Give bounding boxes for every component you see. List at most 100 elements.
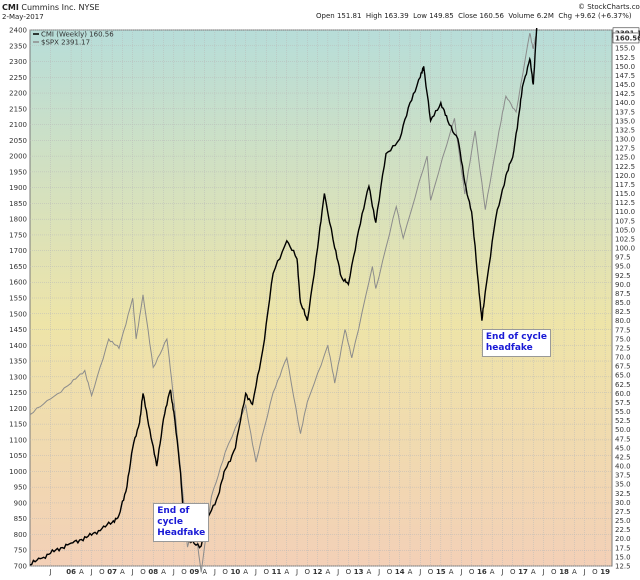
right-tick-label: 107.5: [615, 217, 635, 225]
high-label: High: [365, 12, 382, 20]
right-tick-label: 92.5: [615, 272, 631, 280]
right-tick-label: 72.5: [615, 344, 631, 352]
left-tick-label: 2000: [9, 153, 27, 161]
chg-label: Chg: [558, 12, 573, 20]
right-tick-label: 50.0: [615, 426, 631, 434]
right-tick-label: 137.5: [615, 108, 635, 116]
x-tick-label: J: [254, 568, 257, 576]
x-tick-label: 16: [477, 568, 487, 576]
chart-date: 2-May-2017: [2, 13, 44, 21]
right-tick-label: 25.0: [615, 517, 631, 525]
right-tick-label: 27.5: [615, 508, 631, 516]
right-tick-label: 145.0: [615, 81, 635, 89]
left-tick-label: 2050: [9, 137, 27, 145]
chg-value: +9.62 (+6.37%): [574, 12, 632, 20]
x-tick-label: A: [243, 568, 248, 576]
open-value: 151.81: [336, 12, 362, 20]
high-value: 163.39: [384, 12, 409, 20]
right-tick-label: 37.5: [615, 472, 631, 480]
left-tick-label: 1700: [9, 247, 27, 255]
volume-value: 6.2M: [536, 12, 554, 20]
right-tick-label: 105.0: [615, 226, 635, 234]
x-tick-label: J: [418, 568, 421, 576]
right-tick-label: 90.0: [615, 281, 631, 289]
right-tick-label: 67.5: [615, 363, 631, 371]
right-tick-label: 15.0: [615, 553, 631, 561]
x-tick-label: J: [172, 568, 175, 576]
x-tick-label: 13: [354, 568, 364, 576]
left-tick-label: 1250: [9, 389, 27, 397]
right-tick-label: 47.5: [615, 435, 631, 443]
right-tick-label: 122.5: [615, 163, 635, 171]
left-tick-label: 850: [14, 515, 27, 523]
right-tick-label: 45.0: [615, 444, 631, 452]
left-tick-label: 1100: [9, 436, 27, 444]
right-tick-label: 65.0: [615, 372, 631, 380]
left-tick-label: 1800: [9, 216, 27, 224]
cmi-last-value-box: [612, 32, 640, 44]
left-tick-label: 800: [14, 531, 27, 539]
cmi-last-value-label: 160.56: [615, 34, 640, 42]
left-tick-label: 900: [14, 499, 27, 507]
ohlc-readout: Open 151.81 High 163.39 Low 149.85 Close…: [316, 12, 632, 20]
right-tick-label: 142.5: [615, 90, 635, 98]
x-tick-label: 11: [272, 568, 282, 576]
x-tick-label: A: [490, 568, 495, 576]
x-tick-label: J: [377, 568, 380, 576]
low-label: Low: [413, 12, 427, 20]
x-tick-label: O: [387, 568, 393, 576]
x-tick-label: 08: [148, 568, 158, 576]
x-tick-label: O: [140, 568, 146, 576]
left-tick-label: 1900: [9, 184, 27, 192]
left-tick-label: 1300: [9, 373, 27, 381]
x-tick-label: J: [90, 568, 93, 576]
x-tick-label: J: [541, 568, 544, 576]
x-tick-label: J: [459, 568, 462, 576]
x-tick-label: A: [408, 568, 413, 576]
x-tick-label: 14: [395, 568, 405, 576]
right-tick-label: 57.5: [615, 399, 631, 407]
x-tick-label: O: [551, 568, 557, 576]
left-tick-label: 2150: [9, 105, 27, 113]
x-tick-label: J: [213, 568, 216, 576]
low-value: 149.85: [429, 12, 454, 20]
close-value: 160.56: [479, 12, 504, 20]
x-tick-label: 12: [313, 568, 323, 576]
x-tick-label: O: [99, 568, 105, 576]
annotation-box: End of cycle Headfake: [153, 502, 210, 542]
right-tick-label: 130.0: [615, 136, 635, 144]
right-tick-label: 140.0: [615, 99, 635, 107]
right-tick-label: 30.0: [615, 499, 631, 507]
x-tick-label: O: [592, 568, 598, 576]
x-tick-label: A: [284, 568, 289, 576]
right-tick-label: 55.0: [615, 408, 631, 416]
left-tick-label: 1200: [9, 405, 27, 413]
left-tick-label: 1450: [9, 326, 27, 334]
right-tick-label: 102.5: [615, 235, 635, 243]
right-tick-label: 100.0: [615, 245, 635, 253]
close-label: Close: [458, 12, 478, 20]
x-tick-label: O: [263, 568, 269, 576]
x-tick-label: J: [336, 568, 339, 576]
left-tick-label: 2100: [9, 121, 27, 129]
left-tick-label: 2300: [9, 58, 27, 66]
stockcharts-watermark: © StockCharts.com: [578, 3, 640, 11]
x-tick-label: A: [531, 568, 536, 576]
volume-label: Volume: [508, 12, 535, 20]
right-tick-label: 155.0: [615, 45, 635, 53]
right-tick-label: 60.0: [615, 390, 631, 398]
left-tick-label: 700: [14, 563, 27, 571]
x-tick-label: A: [367, 568, 372, 576]
right-tick-label: 52.5: [615, 417, 631, 425]
x-tick-label: O: [346, 568, 352, 576]
right-tick-label: 75.0: [615, 335, 631, 343]
ticker-symbol: CMI: [2, 3, 19, 12]
right-tick-label: 110.0: [615, 208, 635, 216]
left-tick-label: 2250: [9, 74, 27, 82]
x-tick-label: A: [202, 568, 207, 576]
right-tick-label: 62.5: [615, 381, 631, 389]
x-tick-label: 07: [107, 568, 117, 576]
open-label: Open: [316, 12, 335, 20]
left-tick-label: 1600: [9, 279, 27, 287]
